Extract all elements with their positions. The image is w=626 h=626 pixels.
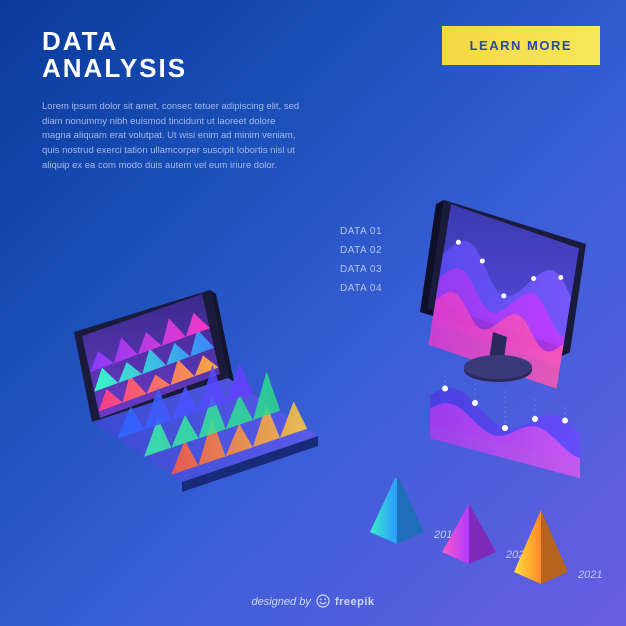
- monitor-device: [390, 200, 590, 440]
- year-label: 2021: [577, 569, 602, 581]
- attribution: designed by freepik: [0, 594, 626, 608]
- year-triangles-illustration: 201920202021: [350, 478, 610, 608]
- title-line-1: DATA: [42, 28, 187, 55]
- body-copy: Lorem ipsum dolor sit amet, consec tetue…: [42, 100, 302, 174]
- legend-item: DATA 01: [340, 222, 382, 241]
- data-legend: DATA 01DATA 02DATA 03DATA 04: [340, 222, 382, 298]
- attribution-prefix: designed by: [251, 596, 313, 608]
- laptop-illustration: [60, 290, 340, 540]
- legend-item: DATA 03: [340, 260, 382, 279]
- monitor-illustration: [390, 200, 600, 480]
- title-line-2: ANALYSIS: [42, 55, 187, 82]
- year-triangles-group: 201920202021: [350, 478, 600, 598]
- page-title: DATA ANALYSIS: [42, 28, 187, 83]
- attribution-brand: freepik: [335, 596, 375, 608]
- legend-item: DATA 04: [340, 279, 382, 298]
- canvas: { "title": { "line1": "DATA", "line2": "…: [0, 0, 626, 626]
- laptop-device: [60, 290, 320, 490]
- smiley-icon: [316, 594, 330, 608]
- learn-more-button[interactable]: LEARN MORE: [442, 26, 600, 65]
- legend-item: DATA 02: [340, 241, 382, 260]
